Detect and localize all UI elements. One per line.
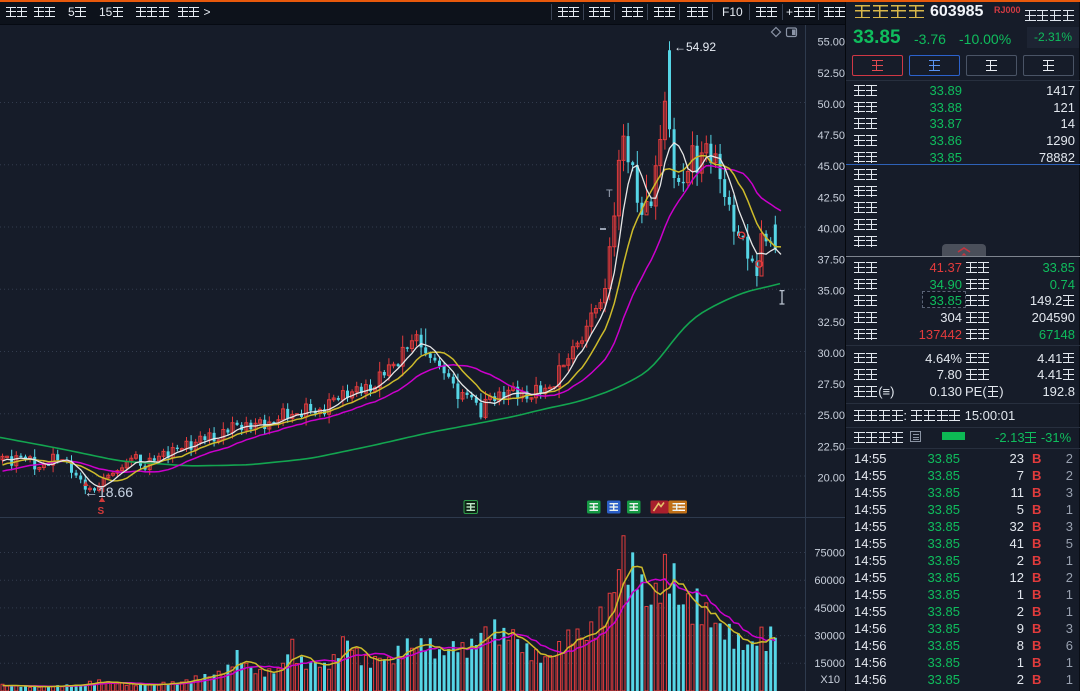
svg-text:45000: 45000 bbox=[814, 603, 845, 615]
svg-text:55.00: 55.00 bbox=[817, 37, 845, 49]
svg-text:25.00: 25.00 bbox=[817, 410, 845, 422]
svg-text:32.50: 32.50 bbox=[817, 317, 845, 329]
svg-text:30000: 30000 bbox=[814, 631, 845, 643]
svg-text:35.00: 35.00 bbox=[817, 286, 845, 298]
svg-text:47.50: 47.50 bbox=[817, 130, 845, 142]
svg-text:20.00: 20.00 bbox=[817, 472, 845, 484]
svg-text:42.50: 42.50 bbox=[817, 192, 845, 204]
svg-text:30.00: 30.00 bbox=[817, 348, 845, 360]
svg-text:←18.66: ←18.66 bbox=[84, 484, 133, 500]
svg-text:X10: X10 bbox=[820, 674, 840, 686]
svg-text:37.50: 37.50 bbox=[817, 255, 845, 267]
svg-text:15000: 15000 bbox=[814, 658, 845, 670]
svg-text:50.00: 50.00 bbox=[817, 99, 845, 111]
svg-text:27.50: 27.50 bbox=[817, 379, 845, 391]
svg-text:←54.92: ←54.92 bbox=[674, 40, 716, 54]
svg-text:45.00: 45.00 bbox=[817, 161, 845, 173]
svg-text:T: T bbox=[606, 188, 613, 200]
svg-text:75000: 75000 bbox=[814, 547, 845, 559]
svg-text:52.50: 52.50 bbox=[817, 68, 845, 80]
svg-text:40.00: 40.00 bbox=[817, 223, 845, 235]
svg-text:60000: 60000 bbox=[814, 575, 845, 587]
svg-text:22.50: 22.50 bbox=[817, 441, 845, 453]
svg-text:S: S bbox=[98, 506, 105, 517]
